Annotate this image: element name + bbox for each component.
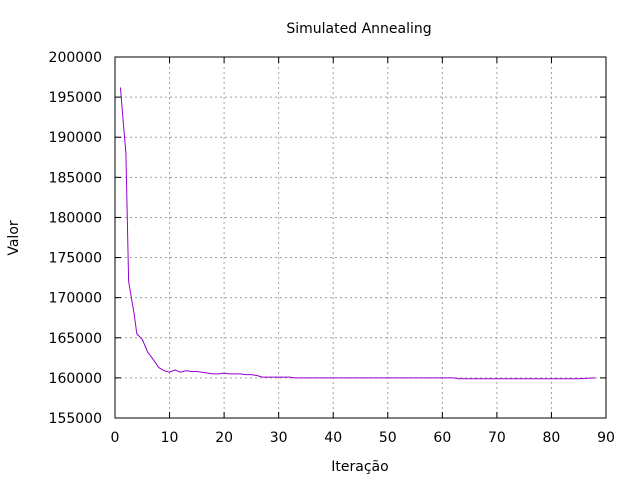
x-tick-label: 10 <box>161 430 179 446</box>
x-tick-label: 50 <box>379 430 397 446</box>
chart-title: Simulated Annealing <box>286 21 431 37</box>
y-tick-label: 190000 <box>49 130 102 146</box>
ticks: 0 10 20 30 40 50 60 70 80 90 155000 160000 165000 170… <box>49 50 615 446</box>
x-tick-label: 80 <box>543 430 561 446</box>
x-tick-label: 20 <box>215 430 233 446</box>
y-tick-label: 155000 <box>49 411 102 427</box>
x-tick-label: 40 <box>324 430 342 446</box>
x-tick-label: 70 <box>488 430 506 446</box>
x-axis-label: Iteração <box>331 459 388 475</box>
x-tick-label: 60 <box>433 430 451 446</box>
y-tick-label: 175000 <box>49 251 102 267</box>
y-tick-label: 180000 <box>49 210 102 226</box>
x-tick-label: 90 <box>597 430 615 446</box>
y-tick-label: 185000 <box>49 170 102 186</box>
plot-frame <box>114 56 607 419</box>
y-axis-label: Valor <box>6 220 22 256</box>
series-layer <box>119 87 596 380</box>
x-tick-label: 30 <box>270 430 288 446</box>
y-tick-label: 195000 <box>49 90 102 106</box>
series-line <box>119 87 596 380</box>
y-tick-label: 165000 <box>49 331 102 347</box>
y-tick-label: 160000 <box>49 371 102 387</box>
y-tick-label: 170000 <box>49 291 102 307</box>
y-tick-label: 200000 <box>49 50 102 66</box>
x-tick-label: 0 <box>111 430 120 446</box>
